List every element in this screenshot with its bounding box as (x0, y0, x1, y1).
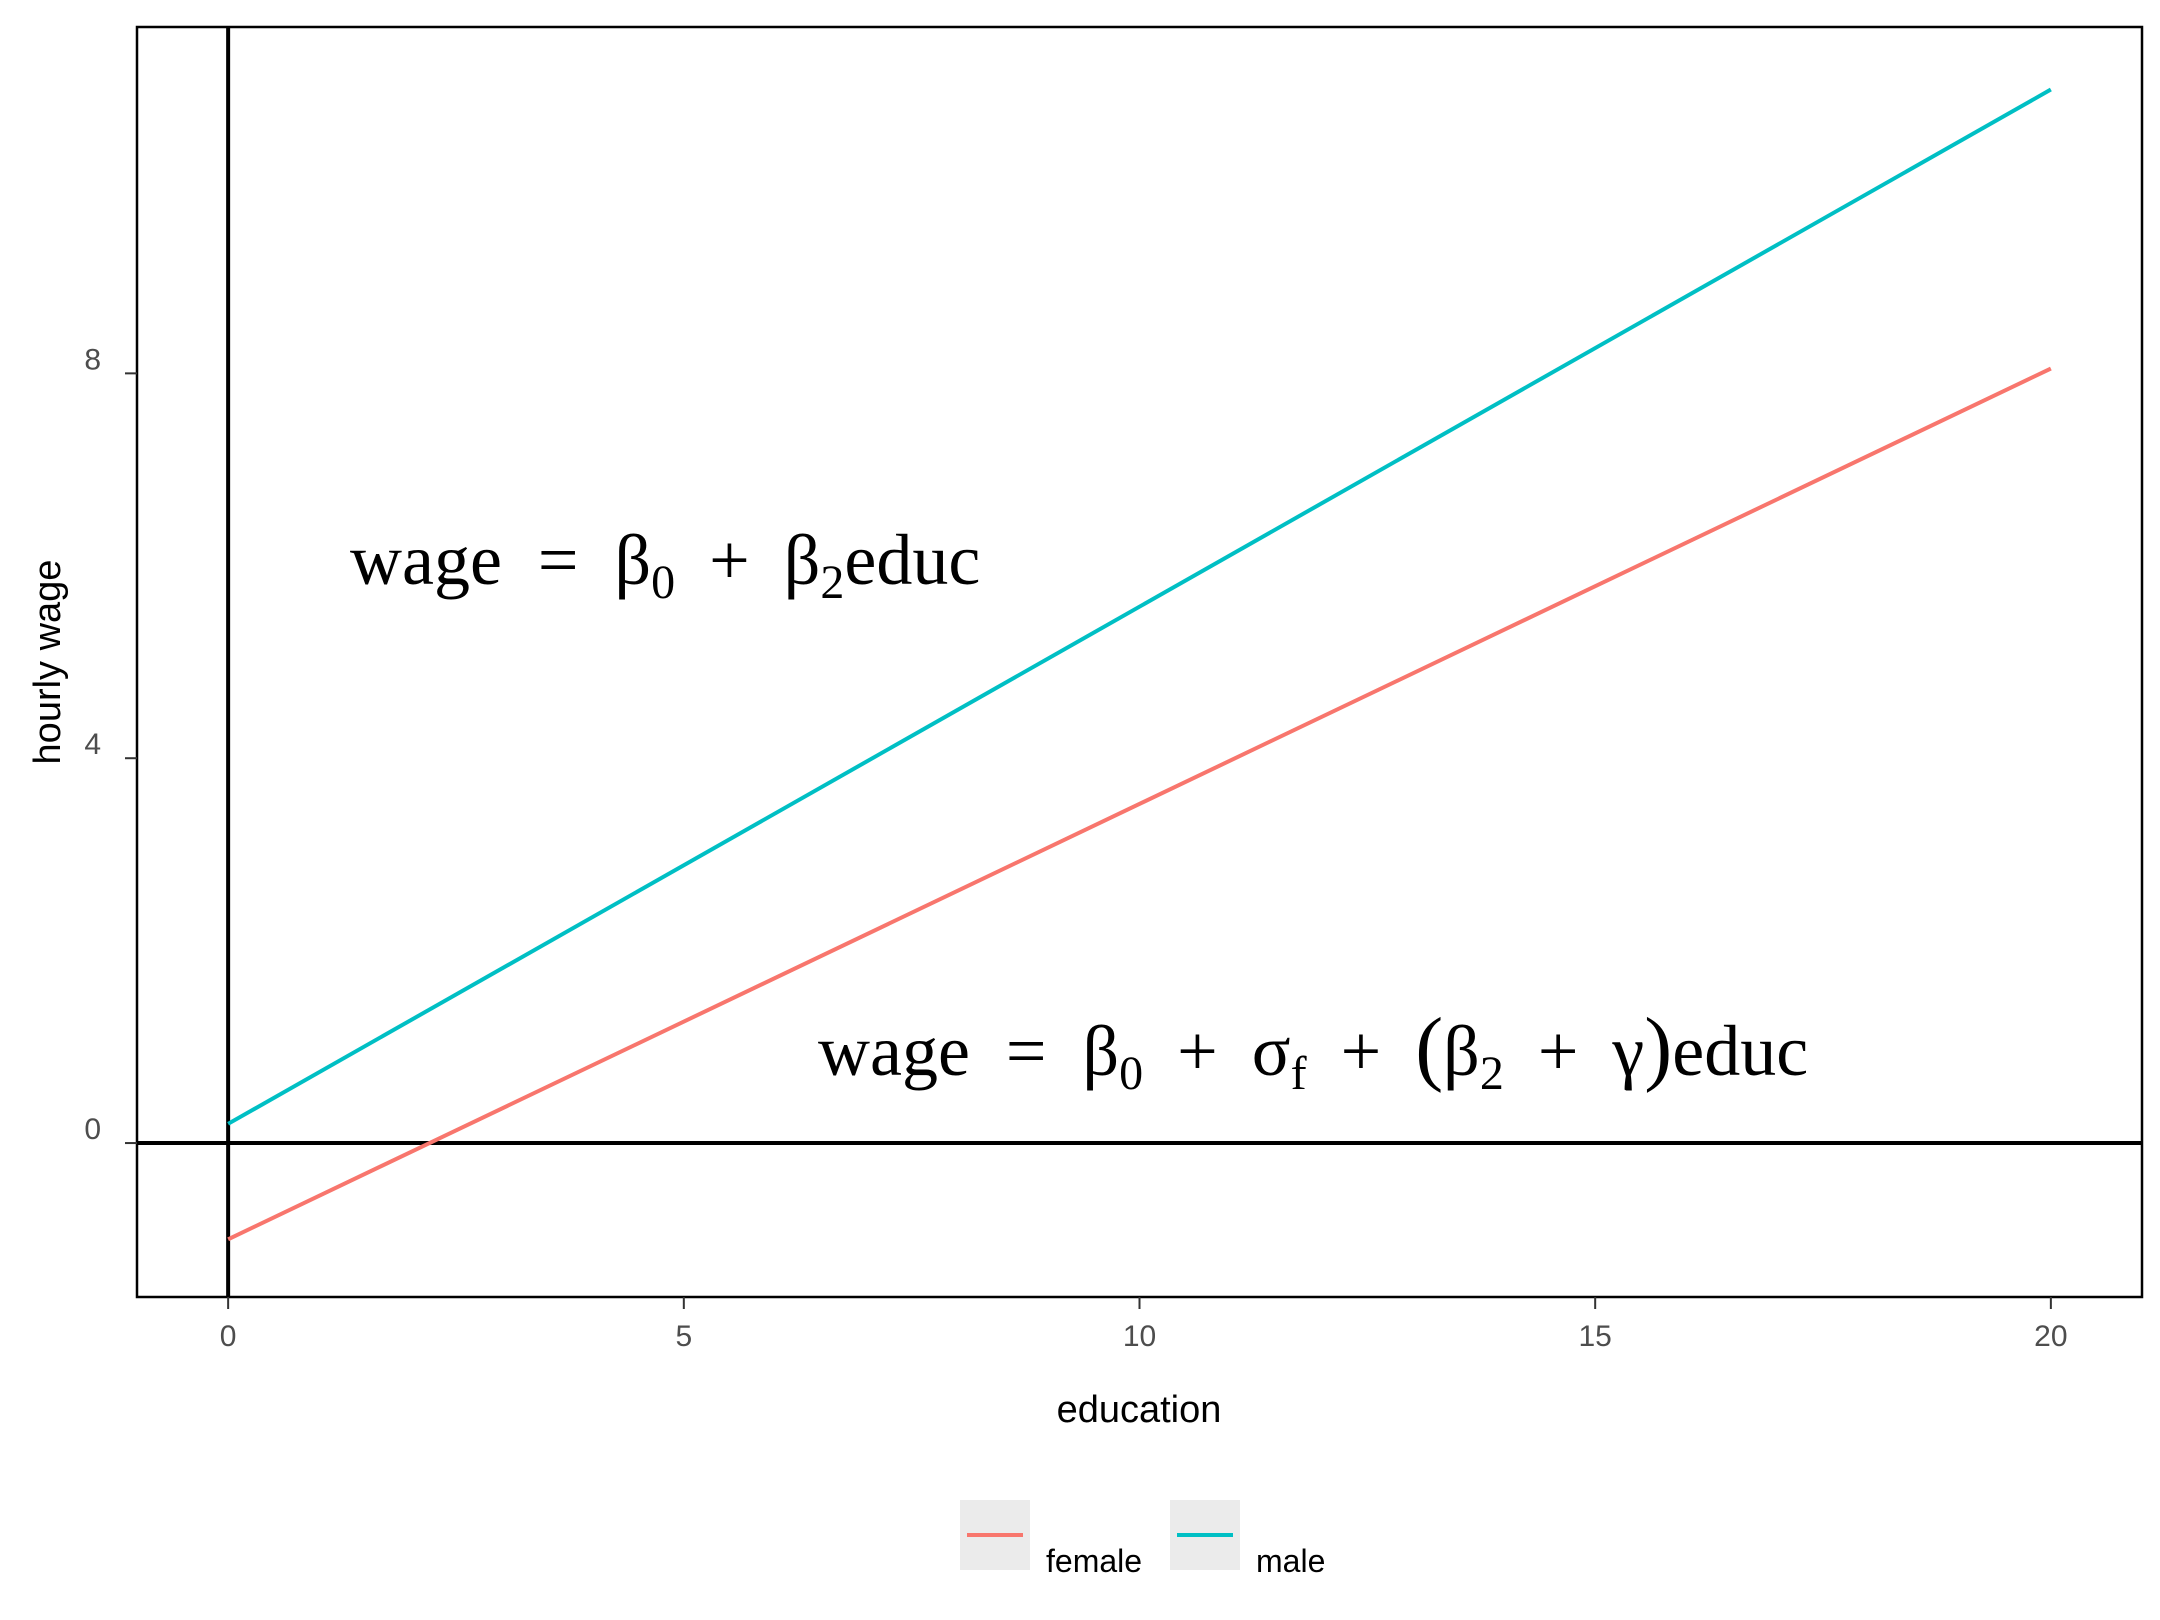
panel-border (135, 25, 2144, 1299)
y-tick-label: 4 (84, 728, 101, 761)
female-equation: wage = β0 + σf + (β2 + γ)educ (818, 1001, 1808, 1105)
x-axis-title: education (1057, 1389, 1222, 1431)
eq-beta: β (1443, 1011, 1480, 1091)
eq-plus: + (1341, 1011, 1382, 1091)
eq-educ: educ (844, 520, 980, 600)
eq-paren: ) (1644, 1001, 1672, 1094)
legend-label-female: female (1046, 1543, 1142, 1579)
y-axis: 0 4 8 (84, 343, 137, 1146)
eq-sigma: σ (1252, 1011, 1291, 1091)
series-line-female (227, 366, 2052, 1242)
x-tick-label: 5 (675, 1320, 692, 1353)
eq-gamma: γ (1611, 1011, 1644, 1091)
eq-beta: β (615, 520, 652, 600)
eq-wage: wage (818, 1011, 970, 1091)
eq-subscript: 2 (1480, 1047, 1504, 1100)
eq-plus: + (709, 520, 750, 600)
eq-plus: + (1538, 1011, 1579, 1091)
eq-subscript: 2 (820, 556, 844, 609)
male-equation: wage = β0 + β2educ (350, 520, 980, 614)
series-lines (227, 87, 2052, 1242)
eq-equals: = (1006, 1011, 1047, 1091)
y-tick-label: 8 (84, 343, 101, 376)
x-tick-label: 20 (2034, 1320, 2067, 1353)
eq-subscript: 0 (1119, 1047, 1143, 1100)
eq-subscript: f (1291, 1047, 1307, 1100)
eq-educ: educ (1672, 1011, 1808, 1091)
x-tick-label: 10 (1123, 1320, 1156, 1353)
y-tick-label: 0 (84, 1113, 101, 1146)
reference-lines (137, 27, 2142, 1297)
y-axis-title: hourly wage (27, 560, 69, 765)
x-axis: 0 5 10 15 20 (220, 1297, 2068, 1353)
eq-paren: ( (1415, 1001, 1443, 1094)
eq-beta: β (784, 520, 821, 600)
series-line-male (227, 87, 2052, 1126)
x-tick-label: 15 (1578, 1320, 1611, 1353)
eq-equals: = (538, 520, 579, 600)
legend-label-male: male (1256, 1543, 1325, 1579)
eq-wage: wage (350, 520, 502, 600)
legend: female male (960, 1500, 1325, 1579)
eq-beta: β (1083, 1011, 1120, 1091)
eq-plus: + (1177, 1011, 1218, 1091)
eq-subscript: 0 (651, 556, 675, 609)
x-tick-label: 0 (220, 1320, 237, 1353)
